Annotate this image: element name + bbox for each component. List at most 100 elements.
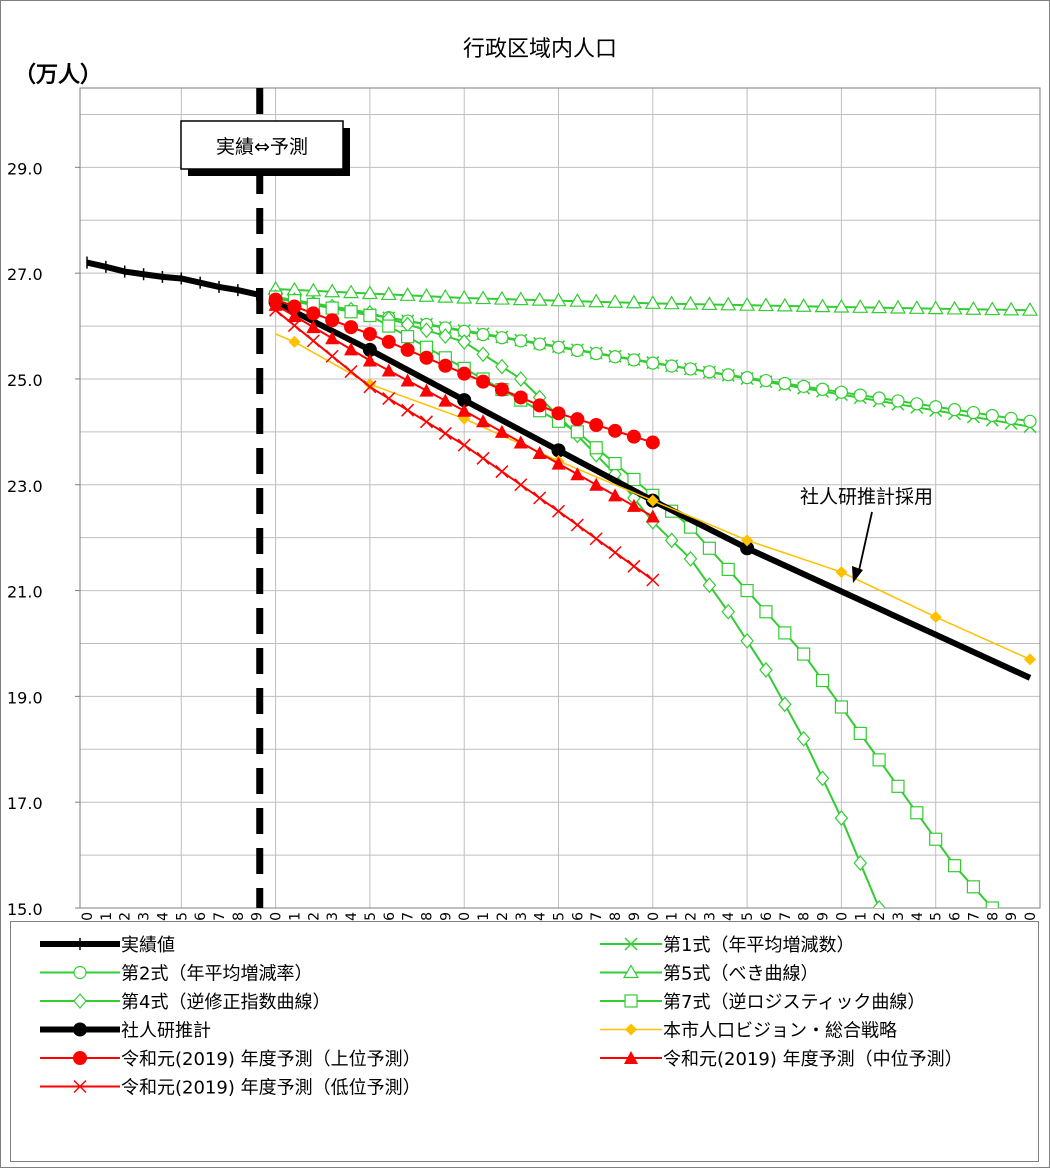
data-point [683, 550, 698, 567]
data-point [627, 559, 641, 573]
data-point [644, 295, 661, 309]
data-point [533, 491, 547, 505]
data-point [721, 603, 736, 620]
legend-item: 第2式（年平均増減率） [40, 964, 312, 985]
data-point [325, 313, 340, 328]
data-point [476, 414, 491, 428]
data-point [589, 346, 603, 361]
annotation-arrowhead [852, 566, 863, 583]
data-point [608, 423, 623, 438]
data-point [306, 306, 321, 321]
data-point [344, 305, 358, 319]
data-point [551, 406, 566, 421]
data-point [589, 477, 604, 491]
data-point [946, 300, 963, 315]
data-point [908, 300, 925, 314]
data-point [795, 298, 812, 312]
data-point [1023, 414, 1037, 428]
data-point [438, 393, 453, 407]
data-point [702, 365, 716, 379]
data-point [401, 403, 415, 417]
data-point [1004, 411, 1018, 425]
data-point [663, 295, 680, 310]
data-point [400, 342, 415, 357]
data-point [759, 662, 773, 678]
data-point [872, 753, 886, 767]
data-point [985, 901, 999, 908]
data-point [588, 293, 605, 308]
data-point [73, 965, 87, 980]
data-point [551, 443, 566, 458]
data-point [776, 297, 793, 312]
data-point [608, 457, 622, 471]
data-point [835, 566, 848, 579]
data-point [910, 397, 924, 411]
y-tick-label: 15.0 [7, 900, 43, 919]
series-8 [268, 292, 660, 450]
data-point [853, 855, 868, 871]
data-point [73, 993, 87, 1009]
data-point [476, 374, 491, 389]
data-point [306, 334, 320, 348]
data-point [759, 605, 773, 619]
data-point [622, 964, 640, 979]
data-point [833, 298, 850, 313]
data-point [342, 284, 360, 299]
data-point [947, 403, 962, 417]
y-axis-label: （万人） [14, 63, 102, 88]
legend-item: 令和元(2019) 年度予測（低位予測） [40, 1078, 421, 1099]
data-point [889, 299, 907, 314]
y-tick-label: 29.0 [7, 159, 43, 178]
boundary-box [180, 120, 344, 170]
data-point [1021, 302, 1039, 316]
data-point [721, 562, 735, 577]
data-point [325, 301, 339, 315]
data-point [965, 301, 982, 315]
data-point [418, 288, 435, 302]
data-point [399, 287, 416, 301]
data-point [570, 412, 585, 427]
series-9 [268, 297, 660, 523]
data-point [570, 467, 585, 481]
data-point [984, 301, 1001, 316]
legend-item: 第5式（べき曲線） [600, 964, 818, 985]
data-point [740, 541, 755, 556]
legend-label: 社人研推計 [121, 1021, 211, 1042]
data-point [287, 299, 302, 314]
legend-label: 実績値 [121, 935, 175, 956]
data-point [927, 300, 944, 315]
data-point [362, 327, 377, 341]
data-point [494, 424, 509, 438]
data-point [625, 1023, 637, 1036]
data-point [457, 403, 472, 417]
legend [10, 921, 1039, 1162]
data-point [457, 438, 471, 452]
legend-label: 令和元(2019) 年度予測（中位予測） [663, 1049, 963, 1070]
data-point [683, 362, 698, 376]
data-point [476, 451, 490, 465]
data-point [494, 382, 509, 397]
y-tick-label: 17.0 [7, 794, 43, 813]
data-point [740, 371, 754, 385]
data-point [475, 290, 492, 305]
legend-label: 令和元(2019) 年度予測（上位予測） [121, 1049, 421, 1070]
data-point [702, 577, 717, 594]
data-point [476, 327, 490, 342]
legend-item: 令和元(2019) 年度予測（上位予測） [40, 1049, 421, 1070]
data-point [287, 309, 302, 323]
data-point [682, 295, 699, 310]
data-point [381, 334, 396, 349]
annotation-arrow [857, 511, 873, 576]
data-point [624, 1051, 638, 1064]
y-tick-label: 19.0 [7, 688, 43, 707]
data-point [306, 320, 321, 334]
data-point [626, 498, 641, 512]
data-point [910, 806, 924, 820]
series-3 [267, 280, 1039, 316]
data-point [797, 647, 811, 661]
data-point [1003, 301, 1020, 316]
data-point [815, 770, 830, 787]
legend-item: 令和元(2019) 年度予測（中位予測） [600, 1049, 963, 1070]
data-point [701, 296, 718, 311]
data-point [891, 394, 905, 408]
